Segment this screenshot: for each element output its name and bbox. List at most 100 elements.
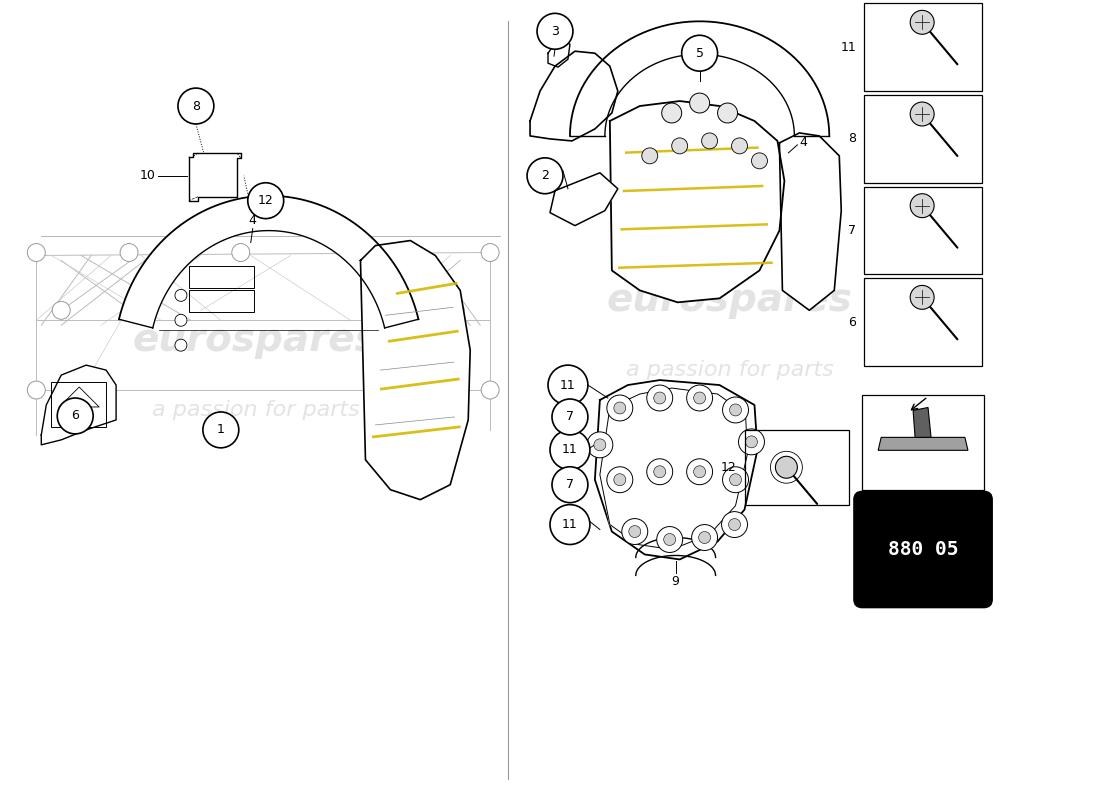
Circle shape [692, 525, 717, 550]
Text: 8: 8 [848, 133, 856, 146]
Text: 6: 6 [72, 410, 79, 422]
Bar [745, 430, 849, 505]
Text: 10: 10 [140, 170, 156, 182]
Circle shape [607, 395, 632, 421]
Circle shape [647, 385, 673, 411]
Circle shape [653, 392, 666, 404]
Circle shape [694, 392, 705, 404]
Circle shape [694, 466, 705, 478]
Text: a passion for parts: a passion for parts [152, 400, 360, 420]
Text: 4: 4 [249, 214, 256, 227]
Circle shape [663, 534, 675, 546]
Circle shape [552, 466, 587, 502]
Text: 5: 5 [695, 46, 704, 60]
Polygon shape [595, 380, 758, 559]
Polygon shape [570, 22, 829, 136]
Text: 2: 2 [541, 170, 549, 182]
Circle shape [175, 290, 187, 302]
Circle shape [686, 458, 713, 485]
Text: 880 05: 880 05 [888, 540, 958, 559]
Text: 1: 1 [217, 423, 224, 436]
Circle shape [729, 404, 741, 416]
Text: 11: 11 [560, 378, 575, 391]
Text: 11: 11 [562, 443, 578, 456]
Circle shape [614, 474, 626, 486]
Circle shape [723, 397, 748, 423]
Circle shape [232, 243, 250, 262]
Circle shape [641, 148, 658, 164]
Polygon shape [119, 196, 418, 328]
Circle shape [550, 430, 590, 470]
Circle shape [722, 512, 748, 538]
Polygon shape [189, 153, 241, 201]
Text: 11: 11 [840, 41, 856, 54]
Text: a passion for parts: a passion for parts [626, 360, 834, 380]
Text: eurospares: eurospares [607, 282, 852, 319]
Circle shape [647, 458, 673, 485]
Bar [52, 382, 106, 427]
Circle shape [629, 526, 641, 538]
Polygon shape [530, 51, 618, 141]
Circle shape [910, 10, 934, 34]
Circle shape [729, 474, 741, 486]
Circle shape [607, 466, 632, 493]
Circle shape [657, 526, 683, 553]
Circle shape [175, 339, 187, 351]
Bar [189, 290, 254, 312]
Polygon shape [361, 241, 470, 500]
Bar [862, 395, 983, 490]
Polygon shape [609, 101, 784, 302]
Circle shape [178, 88, 213, 124]
Circle shape [57, 398, 94, 434]
Circle shape [910, 102, 934, 126]
Circle shape [662, 103, 682, 123]
Circle shape [717, 103, 737, 123]
Circle shape [698, 531, 711, 543]
Text: 8: 8 [191, 99, 200, 113]
Text: 7: 7 [848, 224, 856, 237]
Circle shape [738, 429, 764, 455]
Text: 7: 7 [565, 410, 574, 423]
Circle shape [28, 381, 45, 399]
Circle shape [352, 243, 370, 262]
Polygon shape [878, 438, 968, 450]
Circle shape [548, 365, 587, 405]
Circle shape [550, 505, 590, 545]
Circle shape [120, 243, 138, 262]
Polygon shape [636, 527, 716, 567]
Circle shape [447, 302, 464, 319]
Circle shape [702, 133, 717, 149]
Polygon shape [550, 173, 618, 226]
Circle shape [621, 518, 648, 545]
Circle shape [481, 243, 499, 262]
Bar [865, 3, 982, 91]
Text: 6: 6 [848, 316, 856, 329]
Text: 3: 3 [551, 25, 559, 38]
Circle shape [587, 432, 613, 458]
Circle shape [527, 158, 563, 194]
Circle shape [614, 402, 626, 414]
Polygon shape [548, 39, 570, 67]
Text: 11: 11 [562, 518, 578, 531]
Circle shape [910, 194, 934, 218]
Bar [189, 266, 254, 288]
Circle shape [776, 456, 798, 478]
Circle shape [682, 35, 717, 71]
Circle shape [481, 381, 499, 399]
Circle shape [751, 153, 768, 169]
FancyBboxPatch shape [855, 492, 992, 607]
Bar [865, 95, 982, 182]
Circle shape [686, 385, 713, 411]
Circle shape [537, 14, 573, 50]
Circle shape [672, 138, 688, 154]
Text: 12: 12 [720, 461, 737, 474]
Circle shape [552, 399, 587, 435]
Circle shape [910, 286, 934, 310]
Circle shape [202, 412, 239, 448]
Circle shape [746, 436, 758, 448]
Polygon shape [913, 407, 931, 438]
Text: 9: 9 [672, 575, 680, 588]
Circle shape [728, 518, 740, 530]
Circle shape [28, 243, 45, 262]
Polygon shape [600, 388, 748, 550]
